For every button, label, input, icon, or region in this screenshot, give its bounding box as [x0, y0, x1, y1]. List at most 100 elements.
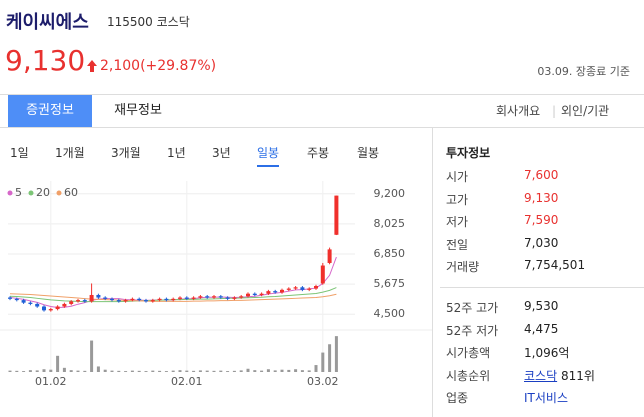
info-value: 7,600 [524, 168, 558, 182]
info-text: 7,030 [524, 235, 559, 250]
candle-body [327, 249, 332, 263]
volume-bar [260, 370, 264, 372]
legend-label: 60 [64, 186, 78, 199]
legend-label: 5 [15, 186, 22, 199]
candle-body [286, 288, 291, 290]
candle-body [103, 297, 108, 299]
candle-body [42, 306, 46, 311]
volume-bar [164, 371, 168, 372]
info-label: 업종 [446, 391, 469, 405]
candle-body [28, 302, 33, 304]
volume-bar [171, 370, 175, 372]
y-tick-label: 8,025 [374, 217, 406, 230]
info-value: 7,590 [524, 213, 558, 227]
period-tab[interactable]: 3년 [212, 146, 231, 160]
candle-body [76, 300, 80, 302]
info-text: 1,096억 [524, 346, 570, 360]
candle-body [273, 291, 278, 293]
candle-body [314, 286, 318, 289]
volume-bar [246, 368, 250, 372]
info-text: 9,130 [524, 190, 559, 205]
link[interactable]: 외인/기관 [561, 104, 610, 118]
volume-bar [321, 352, 325, 372]
volume-bar [158, 370, 162, 372]
legend-dot [56, 190, 62, 196]
volume-bar [151, 370, 155, 372]
volume-bar [212, 370, 216, 372]
info-link[interactable]: 코스닥 [524, 368, 558, 383]
volume-bar [90, 340, 94, 372]
info-value: 9,530 [524, 299, 558, 313]
volume-bar [328, 344, 332, 372]
volume-bar [219, 370, 223, 372]
volume-bar [205, 370, 209, 372]
volume-bar [280, 369, 284, 372]
candle-body [14, 298, 19, 301]
x-tick-label: 02.01 [171, 375, 203, 388]
candle-body [55, 306, 60, 310]
period-tab[interactable]: 1개월 [55, 146, 85, 160]
candle-body [198, 296, 203, 298]
volume-bar [185, 370, 189, 372]
volume-bar [273, 370, 277, 372]
info-link[interactable]: IT서비스 [524, 391, 568, 405]
volume-bar [253, 370, 257, 372]
link[interactable]: 회사개요 [496, 104, 541, 118]
y-tick-label: 5,675 [374, 277, 406, 290]
candle-body [35, 303, 40, 307]
volume-bar [137, 370, 141, 372]
period-tab[interactable]: 월봉 [357, 146, 380, 160]
volume-bar [96, 366, 100, 372]
volume-bar [294, 369, 298, 372]
x-tick-label: 01.02 [35, 375, 67, 388]
volume-bar [226, 371, 230, 372]
candle-body [171, 298, 176, 301]
legend-dot [28, 190, 34, 196]
tab[interactable]: 재무정보 [114, 103, 162, 118]
candle-body [191, 297, 196, 299]
candle-body [8, 297, 12, 299]
volume-bar [8, 370, 12, 372]
candle-body [69, 301, 74, 304]
period-tab[interactable]: 1년 [167, 146, 186, 160]
volume-bar [76, 370, 80, 372]
volume-bar [15, 370, 19, 372]
candle-body [116, 300, 121, 302]
info-text: 4,475 [524, 321, 559, 336]
volume-bar [334, 336, 338, 372]
volume-bar [103, 369, 107, 372]
info-value: 4,475 [524, 322, 558, 336]
candle-body [164, 298, 169, 301]
period-tab[interactable]: 일봉 [257, 144, 280, 167]
candle-body [82, 300, 87, 302]
period-tab[interactable]: 1일 [10, 146, 29, 160]
period-tab[interactable]: 3개월 [111, 146, 141, 160]
info-value: 7,030 [524, 236, 558, 250]
volume-bar [130, 370, 134, 372]
candle-body [184, 297, 189, 299]
volume-bar [83, 370, 87, 372]
volume-bar [62, 367, 66, 372]
volume-bar [144, 371, 148, 372]
candle-body [320, 265, 325, 284]
volume-bar [232, 370, 236, 372]
info-label: 고가 [446, 192, 469, 207]
volume-bar [117, 370, 121, 372]
info-text: 811위 [560, 368, 595, 383]
candle-body [307, 288, 312, 290]
legend-label: 20 [36, 186, 50, 199]
tab[interactable]: 증권정보 [8, 95, 92, 127]
info-label: 52주 저가 [446, 323, 499, 338]
market: 코스닥 [156, 15, 190, 29]
up-arrow [87, 60, 97, 72]
info-label: 시가총액 [446, 346, 491, 360]
volume-bar [35, 370, 39, 372]
volume-bar [49, 369, 53, 372]
period-tab[interactable]: 주봉 [307, 146, 330, 160]
candle-body [137, 298, 142, 301]
volume-bar [178, 370, 182, 372]
candle-body [150, 300, 155, 302]
info-value: 9,130 [524, 191, 558, 205]
info-value: IT서비스 [524, 389, 568, 406]
info-label: 거래량 [446, 260, 480, 274]
